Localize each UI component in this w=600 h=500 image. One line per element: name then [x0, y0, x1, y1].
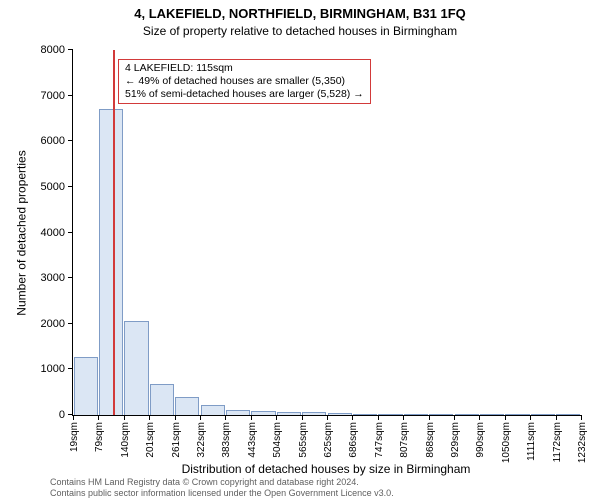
histogram-bar	[531, 414, 555, 415]
x-tick-label: 625sqm	[323, 415, 334, 458]
y-tick-label: 3000	[41, 272, 73, 284]
y-tick-mark	[68, 140, 73, 141]
x-tick-label: 990sqm	[475, 415, 486, 458]
footer-text: Contains HM Land Registry data © Crown c…	[50, 477, 394, 498]
y-tick-mark	[68, 368, 73, 369]
x-tick-label: 1172sqm	[552, 415, 563, 462]
annotation-line-1: 4 LAKEFIELD: 115sqm	[125, 62, 364, 75]
plot-area: 01000200030004000500060007000800019sqm79…	[72, 50, 581, 416]
footer-line-2: Contains public sector information licen…	[50, 488, 394, 498]
x-tick-label: 322sqm	[196, 415, 207, 458]
y-axis-label: Number of detached properties	[14, 50, 30, 415]
x-tick-label: 504sqm	[272, 415, 283, 458]
histogram-bar	[455, 414, 479, 415]
x-tick-label: 1111sqm	[526, 415, 537, 461]
histogram-bar	[353, 414, 377, 415]
histogram-bar	[277, 412, 301, 415]
annotation-line-2: ← 49% of detached houses are smaller (5,…	[125, 75, 364, 88]
histogram-bar	[404, 414, 428, 415]
y-tick-mark	[68, 232, 73, 233]
annotation-line-3: 51% of semi-detached houses are larger (…	[125, 88, 364, 101]
histogram-bar	[251, 411, 275, 415]
footer-line-1: Contains HM Land Registry data © Crown c…	[50, 477, 394, 487]
x-tick-label: 140sqm	[120, 415, 131, 458]
x-tick-label: 929sqm	[450, 415, 461, 458]
x-tick-label: 1232sqm	[577, 415, 588, 463]
histogram-bar	[302, 412, 326, 415]
histogram-bar	[429, 414, 453, 415]
y-tick-label: 2000	[41, 318, 73, 330]
y-tick-label: 1000	[41, 363, 73, 375]
y-tick-mark	[68, 323, 73, 324]
x-tick-label: 383sqm	[221, 415, 232, 458]
histogram-bar	[505, 414, 529, 415]
histogram-bar	[175, 397, 199, 415]
y-tick-label: 4000	[41, 227, 73, 239]
x-tick-label: 807sqm	[399, 415, 410, 458]
x-tick-label: 565sqm	[298, 415, 309, 458]
y-tick-label: 6000	[41, 135, 73, 147]
histogram-bar	[99, 109, 123, 415]
x-tick-label: 443sqm	[247, 415, 258, 458]
histogram-bar	[480, 414, 504, 415]
y-axis-label-text: Number of detached properties	[15, 150, 29, 315]
y-tick-mark	[68, 95, 73, 96]
y-tick-mark	[68, 277, 73, 278]
histogram-bar	[74, 357, 98, 415]
x-tick-label: 261sqm	[171, 415, 182, 458]
y-tick-label: 5000	[41, 181, 73, 193]
y-tick-label: 8000	[41, 44, 73, 56]
x-tick-label: 19sqm	[69, 415, 80, 452]
x-tick-label: 1050sqm	[501, 415, 512, 463]
histogram-bar	[124, 321, 148, 415]
y-tick-mark	[68, 186, 73, 187]
x-tick-label: 747sqm	[374, 415, 385, 458]
histogram-bar	[556, 414, 580, 415]
chart-container: 4, LAKEFIELD, NORTHFIELD, BIRMINGHAM, B3…	[0, 0, 600, 500]
x-tick-label: 79sqm	[94, 415, 105, 452]
histogram-bar	[150, 384, 174, 415]
chart-title: 4, LAKEFIELD, NORTHFIELD, BIRMINGHAM, B3…	[0, 6, 600, 21]
x-tick-label: 686sqm	[348, 415, 359, 458]
property-marker-line	[113, 50, 115, 415]
x-tick-label: 201sqm	[145, 415, 156, 458]
x-axis-label: Distribution of detached houses by size …	[72, 462, 580, 476]
histogram-bar	[201, 405, 225, 415]
annotation-box: 4 LAKEFIELD: 115sqm ← 49% of detached ho…	[118, 59, 371, 104]
histogram-bar	[328, 413, 352, 415]
x-tick-label: 868sqm	[425, 415, 436, 458]
chart-subtitle: Size of property relative to detached ho…	[0, 24, 600, 38]
y-tick-label: 7000	[41, 90, 73, 102]
histogram-bar	[378, 414, 402, 415]
y-tick-mark	[68, 49, 73, 50]
histogram-bar	[226, 410, 250, 415]
